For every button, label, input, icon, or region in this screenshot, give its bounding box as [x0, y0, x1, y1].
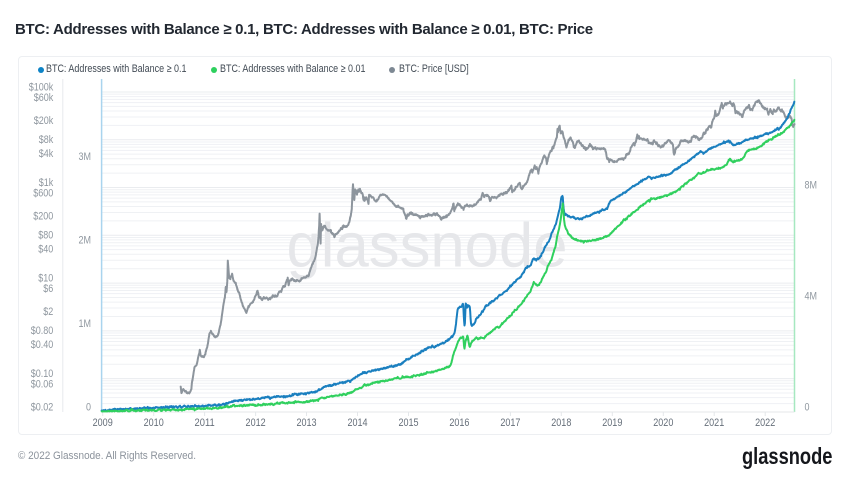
- svg-text:$2: $2: [43, 306, 53, 318]
- svg-text:4M: 4M: [805, 290, 818, 302]
- svg-text:$1k: $1k: [39, 177, 54, 189]
- svg-text:$100k: $100k: [29, 81, 54, 93]
- svg-text:$80: $80: [38, 229, 53, 241]
- svg-text:2020: 2020: [653, 417, 673, 429]
- svg-text:1M: 1M: [79, 318, 92, 330]
- svg-text:$0.40: $0.40: [31, 339, 54, 351]
- svg-text:2019: 2019: [602, 417, 622, 429]
- svg-text:$10: $10: [38, 273, 53, 285]
- svg-text:$4k: $4k: [39, 148, 54, 160]
- svg-text:glassnode: glassnode: [287, 212, 568, 281]
- svg-text:0: 0: [86, 401, 91, 413]
- svg-text:2016: 2016: [449, 417, 469, 429]
- svg-text:2021: 2021: [704, 417, 724, 429]
- svg-text:$600: $600: [33, 188, 53, 200]
- svg-text:8M: 8M: [805, 180, 818, 192]
- svg-text:2022: 2022: [755, 417, 775, 429]
- svg-text:$60k: $60k: [34, 92, 54, 104]
- svg-text:2012: 2012: [246, 417, 266, 429]
- svg-text:$0.80: $0.80: [31, 325, 54, 337]
- svg-text:2015: 2015: [398, 417, 418, 429]
- svg-text:2014: 2014: [347, 417, 367, 429]
- svg-text:$8k: $8k: [39, 134, 54, 146]
- svg-text:2009: 2009: [93, 417, 113, 429]
- svg-text:$0.02: $0.02: [31, 401, 54, 413]
- svg-text:3M: 3M: [79, 151, 92, 163]
- svg-text:$40: $40: [38, 244, 53, 256]
- svg-text:2011: 2011: [195, 417, 215, 429]
- svg-text:$20k: $20k: [34, 115, 54, 127]
- svg-text:2017: 2017: [500, 417, 520, 429]
- svg-text:$0.10: $0.10: [31, 368, 54, 380]
- svg-text:2013: 2013: [296, 417, 316, 429]
- svg-text:$6: $6: [43, 283, 53, 295]
- svg-text:2M: 2M: [79, 235, 92, 247]
- svg-text:$200: $200: [33, 210, 53, 222]
- svg-text:2018: 2018: [551, 417, 571, 429]
- svg-text:0: 0: [805, 401, 810, 413]
- svg-text:2010: 2010: [144, 417, 164, 429]
- svg-text:$0.06: $0.06: [31, 379, 54, 391]
